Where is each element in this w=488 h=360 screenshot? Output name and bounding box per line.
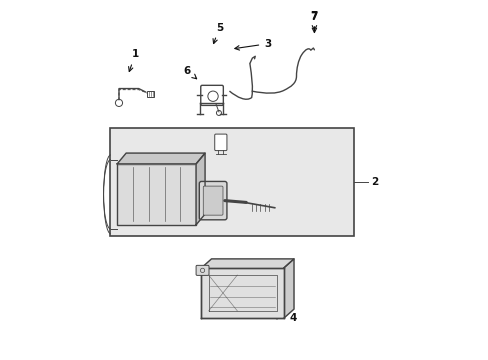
Polygon shape — [201, 268, 284, 318]
Polygon shape — [201, 259, 293, 268]
Bar — [146, 91, 154, 97]
FancyBboxPatch shape — [201, 85, 223, 105]
Text: 2: 2 — [370, 177, 378, 187]
Text: 7: 7 — [310, 12, 318, 32]
FancyBboxPatch shape — [214, 134, 226, 150]
FancyBboxPatch shape — [117, 164, 196, 225]
Polygon shape — [117, 153, 204, 164]
Text: 1: 1 — [128, 49, 139, 72]
Text: 7: 7 — [310, 11, 318, 30]
Polygon shape — [196, 153, 204, 225]
Text: 6: 6 — [183, 66, 196, 79]
Text: 4: 4 — [272, 313, 296, 323]
Text: 3: 3 — [234, 39, 271, 50]
Polygon shape — [284, 259, 293, 318]
FancyBboxPatch shape — [196, 265, 208, 275]
FancyBboxPatch shape — [203, 186, 223, 215]
Bar — [110, 128, 353, 235]
FancyBboxPatch shape — [199, 181, 226, 220]
Text: 5: 5 — [213, 23, 223, 44]
